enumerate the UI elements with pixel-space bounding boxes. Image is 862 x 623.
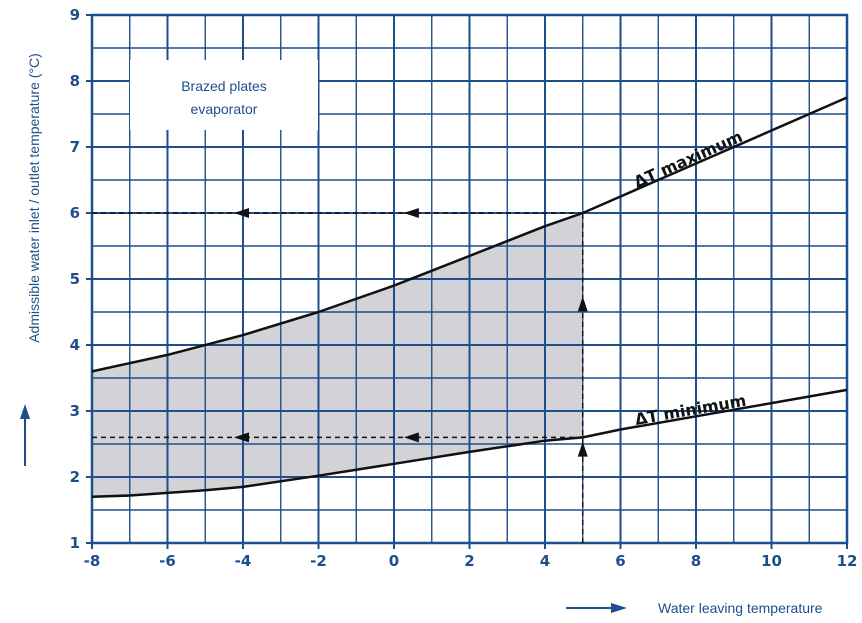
y-tick-label: 6 (70, 204, 80, 222)
arrow-left-icon (403, 432, 419, 443)
shaded-area (92, 213, 583, 497)
y-tick-label: 4 (70, 336, 80, 354)
arrow-left-icon (234, 432, 249, 443)
y-tick-label: 9 (70, 6, 80, 24)
y-axis-label: Admissible water inlet / outlet temperat… (26, 53, 42, 343)
x-tick-label: -2 (310, 552, 327, 570)
x-tick-label: -4 (235, 552, 252, 570)
x-axis-arrow (566, 603, 627, 613)
reference-lines (92, 208, 588, 543)
y-axis-arrow (20, 404, 30, 466)
y-tick-label: 1 (70, 534, 80, 552)
curve-label-max: ΔT maximum (631, 127, 745, 192)
series-line (91, 388, 848, 499)
y-tick-label: 2 (70, 468, 80, 486)
y-tick-label: 7 (70, 138, 80, 156)
y-tick-label: 3 (70, 402, 80, 420)
x-tick-label: 0 (389, 552, 399, 570)
x-tick-label: -8 (84, 552, 101, 570)
x-axis-label: Water leaving temperature (658, 600, 823, 616)
annotation-box: Brazed plates evaporator (130, 60, 318, 130)
arrow-up-icon (577, 441, 588, 457)
arrow-left-icon (234, 208, 249, 218)
y-tick-label: 8 (70, 72, 80, 90)
curves (91, 96, 848, 499)
annotation-line-2: evaporator (191, 101, 258, 117)
x-tick-label: 8 (691, 552, 701, 570)
arrow-up-icon (577, 296, 588, 312)
curve-label-min: ΔT minimum (633, 391, 747, 429)
x-tick-label: 4 (540, 552, 550, 570)
x-tick-label: -6 (159, 552, 176, 570)
arrow-left-icon (403, 208, 419, 218)
shaded-operating-region (92, 213, 583, 497)
y-tick-label: 5 (70, 270, 80, 288)
x-tick-label: 10 (761, 552, 782, 570)
x-tick-label: 6 (615, 552, 625, 570)
series-line (91, 96, 848, 373)
x-tick-label: 2 (464, 552, 474, 570)
x-tick-label: 12 (837, 552, 858, 570)
annotation-line-1: Brazed plates (181, 78, 267, 94)
